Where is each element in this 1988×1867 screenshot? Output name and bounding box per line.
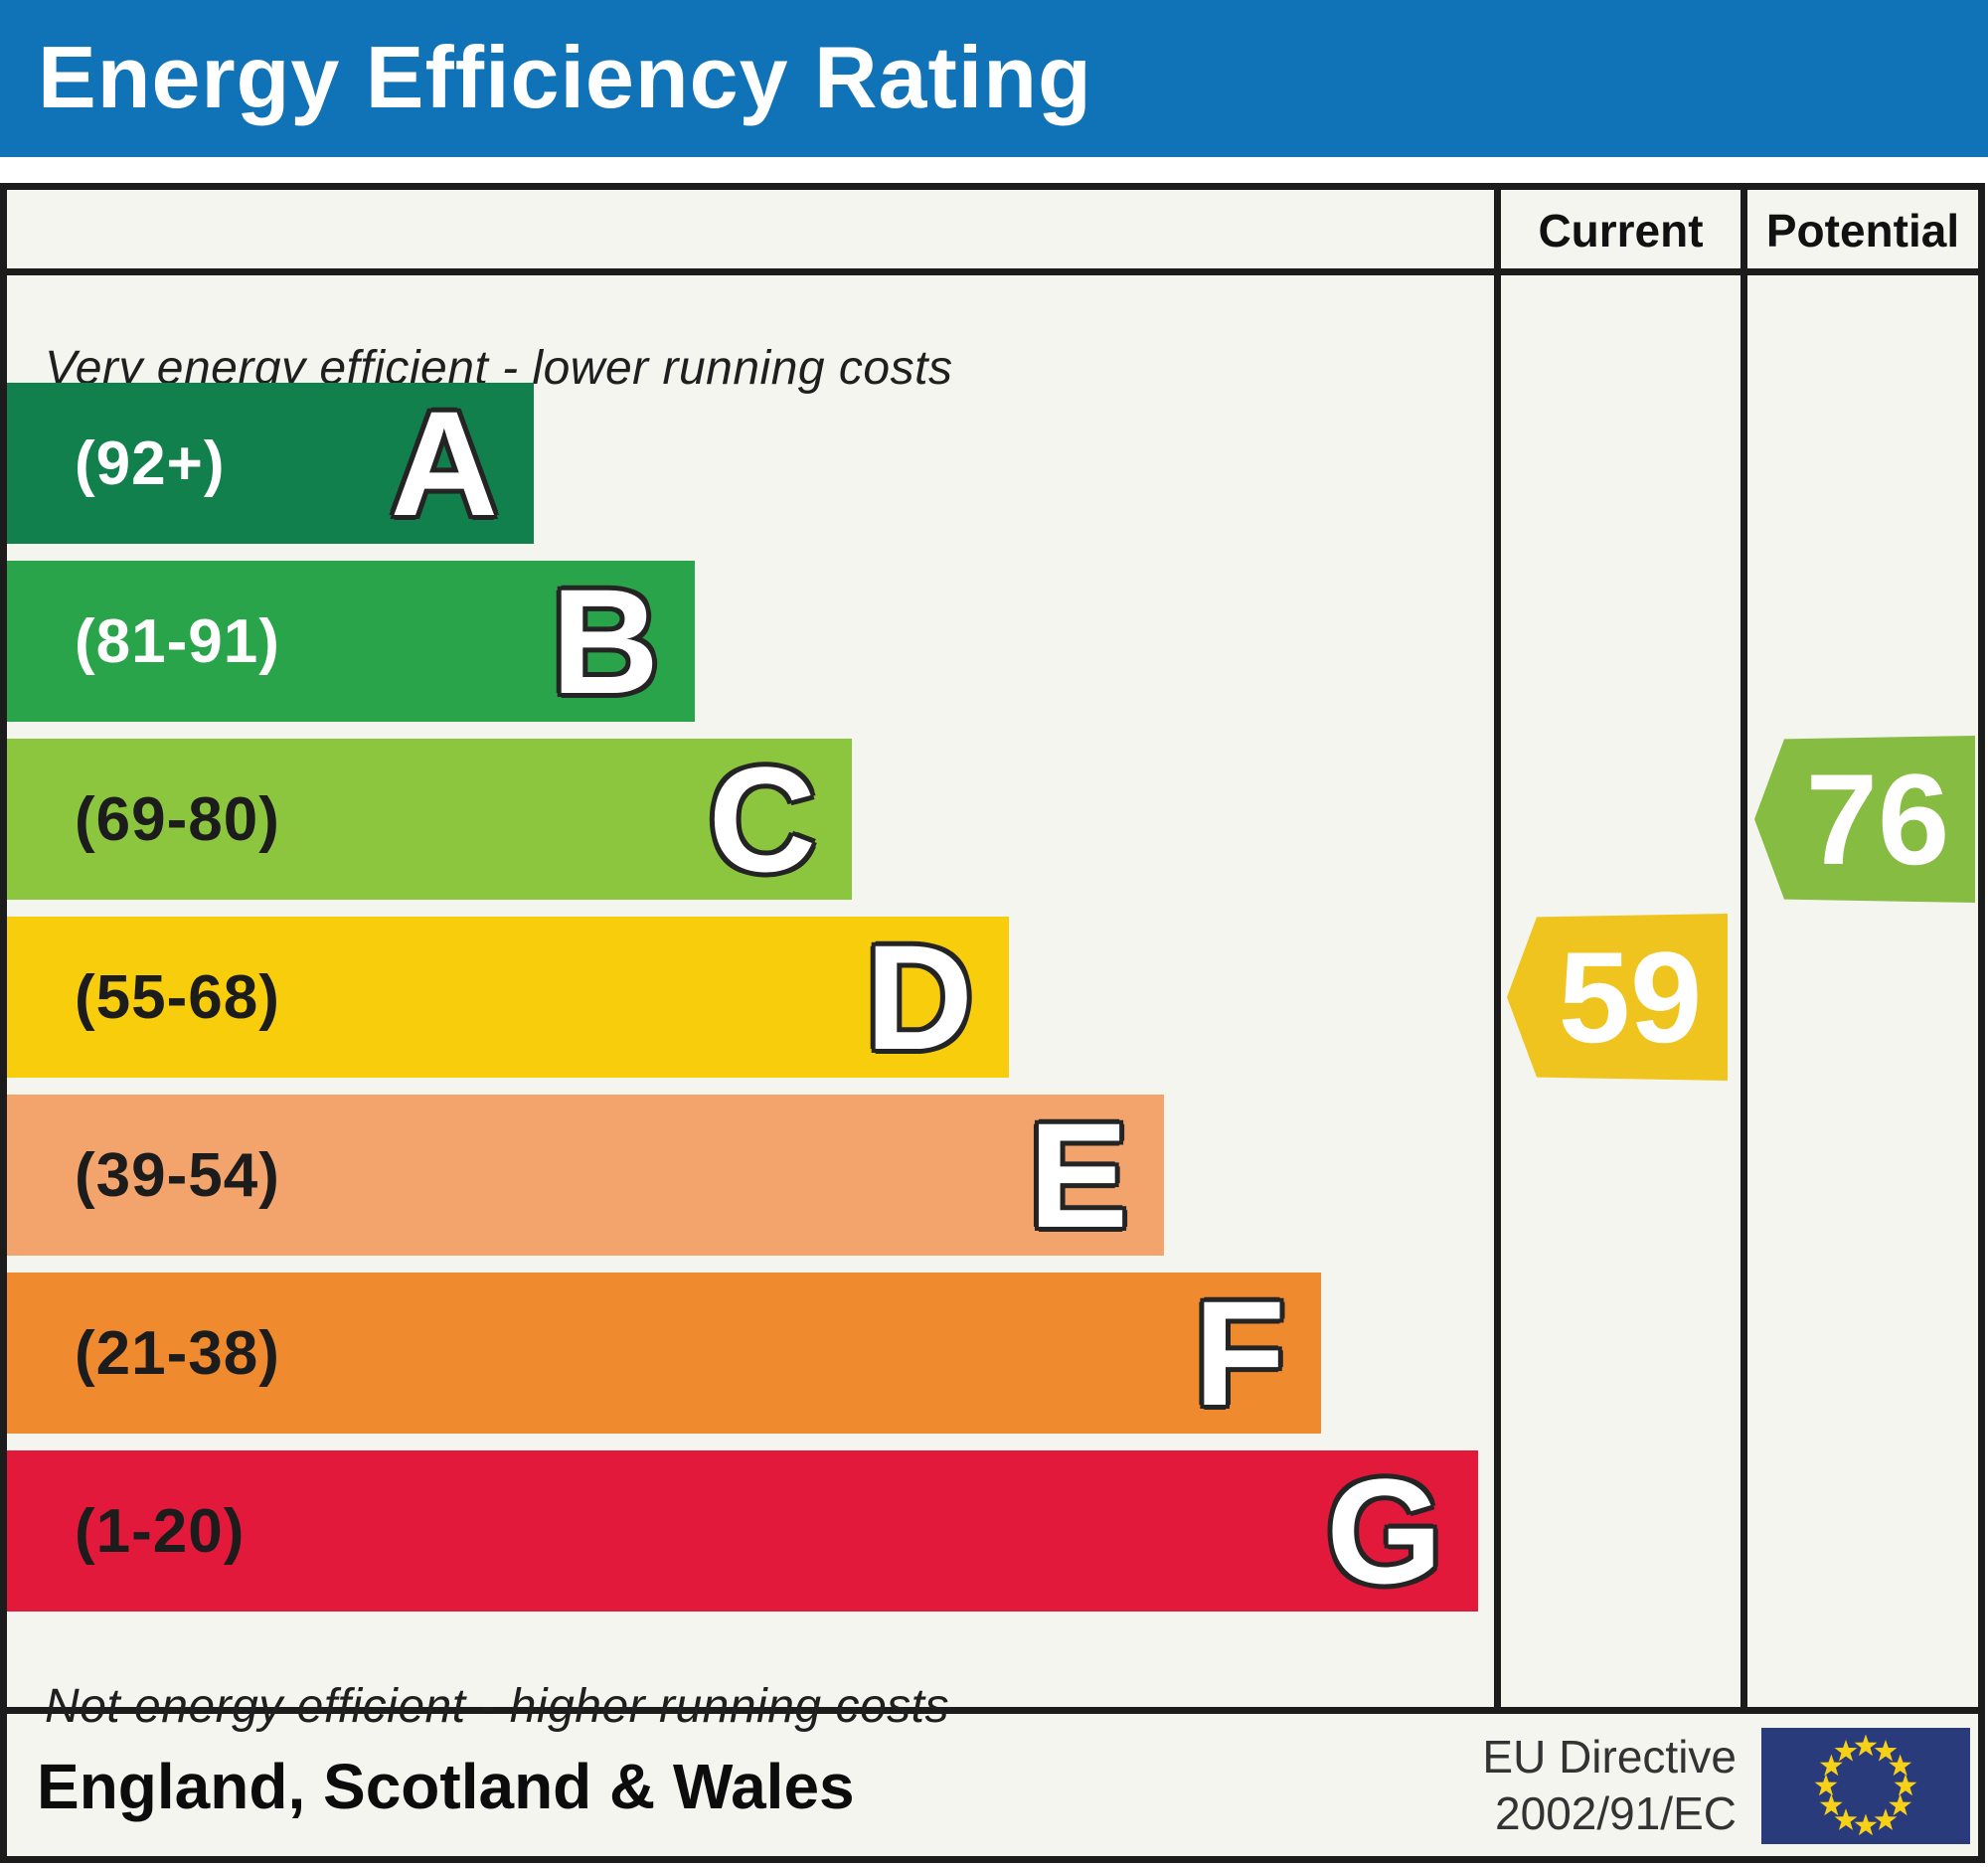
- footer-row: England, Scotland & Wales EU Directive 2…: [7, 1714, 1978, 1856]
- rating-table: Current Potential Very energy efficient …: [0, 183, 1985, 1863]
- band-letter: G: [1326, 1447, 1442, 1614]
- band-range: (69-80): [75, 784, 280, 854]
- potential-column-divider: [1740, 190, 1747, 1707]
- bottom-note: Not energy efficient - higher running co…: [45, 1680, 949, 1733]
- header-divider: [7, 268, 1978, 275]
- band-range: (1-20): [75, 1496, 246, 1566]
- region-label: England, Scotland & Wales: [37, 1751, 855, 1822]
- band-letter: F: [1194, 1270, 1285, 1437]
- page-title: Energy Efficiency Rating: [38, 28, 1092, 126]
- band-g: (1-20) G: [7, 1450, 1478, 1612]
- eu-directive-label: EU Directive 2002/91/EC: [1482, 1714, 1737, 1856]
- band-letter: B: [551, 558, 659, 725]
- band-c: (69-80) C: [7, 739, 852, 900]
- band-letter: D: [865, 914, 973, 1081]
- potential-rating-arrow: 76: [1754, 736, 1975, 903]
- band-f: (21-38) F: [7, 1273, 1321, 1434]
- band-letter: C: [708, 736, 816, 903]
- band-e: (39-54) E: [7, 1095, 1164, 1256]
- eu-directive-line2: 2002/91/EC: [1495, 1786, 1737, 1839]
- band-range: (39-54): [75, 1140, 280, 1210]
- potential-rating-value: 76: [1805, 747, 1950, 892]
- footer-divider: [7, 1707, 1978, 1714]
- band-range: (55-68): [75, 962, 280, 1032]
- current-rating-arrow: 59: [1507, 914, 1728, 1081]
- band-b: (81-91) B: [7, 561, 695, 722]
- eu-flag-icon: [1761, 1728, 1970, 1844]
- eu-flag-stars: [1814, 1734, 1917, 1836]
- band-d: (55-68) D: [7, 917, 1009, 1078]
- eu-directive-line1: EU Directive: [1482, 1730, 1737, 1782]
- band-range: (92+): [75, 428, 226, 498]
- band-a: (92+) A: [7, 383, 534, 544]
- current-column-divider: [1494, 190, 1501, 1707]
- column-header-potential: Potential: [1765, 205, 1960, 256]
- band-range: (81-91): [75, 606, 280, 676]
- band-letter: A: [390, 380, 498, 547]
- current-rating-value: 59: [1558, 925, 1703, 1070]
- band-range: (21-38): [75, 1318, 280, 1388]
- title-bar: Energy Efficiency Rating: [0, 0, 1988, 157]
- band-letter: E: [1028, 1092, 1128, 1259]
- column-header-current: Current: [1538, 205, 1704, 256]
